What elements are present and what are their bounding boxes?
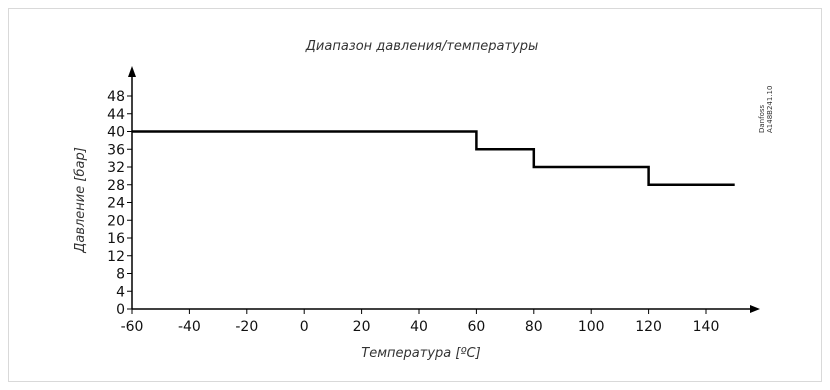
y-axis-arrow: [128, 66, 136, 77]
y-tick-label: 12: [107, 249, 125, 265]
y-tick-label: 16: [107, 231, 125, 247]
x-tick-label: 40: [410, 319, 428, 335]
x-axis-label: Температура [ºC]: [361, 346, 480, 361]
y-tick-label: 36: [107, 142, 125, 158]
y-tick-label: 48: [107, 89, 125, 105]
y-tick-label: 28: [107, 178, 125, 194]
x-tick-label: -20: [235, 319, 258, 335]
y-tick-label: 32: [107, 160, 125, 176]
chart-title: Диапазон давления/температуры: [305, 39, 538, 54]
x-axis-arrow: [750, 305, 760, 313]
series-line: [132, 130, 735, 186]
x-ticks: -60 -40 -20 0 20 40 60 80 100 120 140: [121, 309, 720, 335]
x-tick-label: 60: [467, 319, 485, 335]
x-tick-label: 0: [300, 319, 309, 335]
y-tick-label: 44: [107, 107, 125, 123]
x-tick-label: 120: [635, 319, 662, 335]
series-group: [132, 130, 735, 186]
x-tick-label: 140: [693, 319, 720, 335]
y-tick-label: 40: [107, 125, 125, 141]
y-axis-label: Давление [бар]: [73, 147, 88, 254]
y-tick-label: 8: [116, 267, 125, 283]
y-tick-label: 0: [116, 302, 125, 318]
x-tick-label: 20: [353, 319, 371, 335]
y-tick-label: 24: [107, 196, 125, 212]
x-tick-label: 100: [578, 319, 605, 335]
y-tick-label: 4: [116, 284, 125, 300]
x-tick-label: -60: [121, 319, 144, 335]
chart-frame: [8, 8, 822, 382]
figure-code-annotation: A148B241.10: [766, 86, 774, 133]
danfoss-annotation: Danfoss: [758, 104, 766, 133]
x-tick-label: -40: [178, 319, 201, 335]
y-tick-label: 20: [107, 213, 125, 229]
x-tick-label: 80: [525, 319, 543, 335]
